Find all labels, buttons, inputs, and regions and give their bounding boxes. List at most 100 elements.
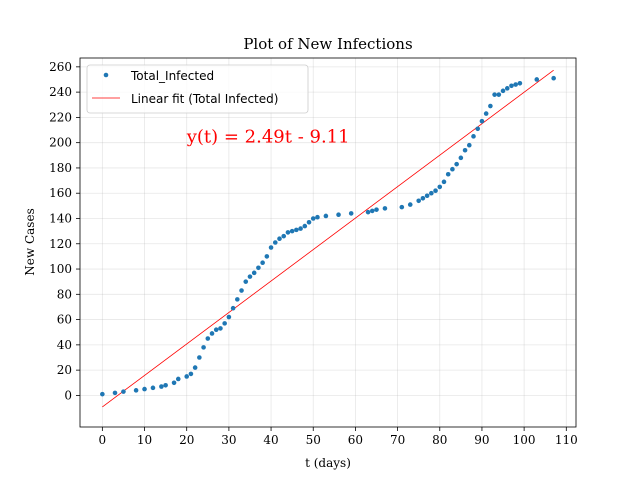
fit-equation-annotation: y(t) = 2.49t - 9.11 xyxy=(186,127,350,148)
data-point xyxy=(201,345,206,350)
data-point xyxy=(188,371,194,377)
data-point xyxy=(492,92,497,97)
data-point xyxy=(285,230,291,235)
data-point xyxy=(218,326,223,331)
y-tick-label: 160 xyxy=(49,186,72,200)
legend-marker-scatter xyxy=(103,72,109,78)
data-point xyxy=(369,208,375,214)
data-point xyxy=(175,376,181,382)
data-point xyxy=(454,161,459,167)
data-point xyxy=(192,365,198,370)
data-point xyxy=(424,193,430,199)
y-tick-label: 60 xyxy=(57,313,72,327)
data-point xyxy=(420,195,426,201)
y-tick-label: 180 xyxy=(49,161,72,175)
data-point xyxy=(239,288,244,293)
data-point xyxy=(429,190,434,196)
scatter-points-layer xyxy=(100,75,556,397)
data-point xyxy=(445,171,451,177)
data-point xyxy=(496,92,502,97)
grid-lines xyxy=(80,58,576,427)
x-tick-label: 110 xyxy=(555,433,578,447)
data-point xyxy=(142,386,147,392)
data-point xyxy=(466,142,472,148)
data-point xyxy=(281,233,287,239)
y-axis-label: New Cases xyxy=(23,208,37,275)
data-point xyxy=(230,305,236,311)
x-tick-label: 10 xyxy=(137,433,152,447)
data-point xyxy=(243,279,249,284)
x-tick-label: 20 xyxy=(179,433,194,447)
data-point xyxy=(112,390,118,396)
data-point xyxy=(479,118,485,124)
x-tick-label: 50 xyxy=(306,433,321,447)
data-point xyxy=(471,134,476,139)
legend-label-scatter: Total_Infected xyxy=(130,69,214,83)
data-point xyxy=(437,184,443,190)
x-tick-label: 100 xyxy=(513,433,536,447)
linear-fit-layer xyxy=(102,69,554,408)
legend: Total_Infected Linear fit (Total Infecte… xyxy=(86,64,309,114)
data-point xyxy=(163,382,168,388)
data-point xyxy=(171,380,177,386)
y-tick-label: 80 xyxy=(57,287,72,301)
data-point xyxy=(226,314,232,320)
linear-fit-line xyxy=(102,69,554,408)
x-tick-label: 80 xyxy=(432,433,447,447)
data-point xyxy=(551,75,556,81)
data-point xyxy=(382,206,388,211)
data-point xyxy=(213,327,219,332)
data-point xyxy=(222,321,227,326)
data-point xyxy=(235,297,240,302)
data-point xyxy=(302,223,308,229)
x-tick-label: 90 xyxy=(474,433,489,447)
data-point xyxy=(159,384,164,389)
x-axis-label: t (days) xyxy=(305,456,351,470)
x-tick-label: 70 xyxy=(390,433,405,447)
data-point xyxy=(277,236,282,242)
data-point xyxy=(462,147,468,153)
data-point xyxy=(517,80,523,86)
data-point xyxy=(260,260,265,266)
data-point xyxy=(150,385,156,391)
data-point xyxy=(264,254,270,259)
y-tick-label: 40 xyxy=(57,338,72,352)
data-point xyxy=(184,374,190,379)
y-axis-ticks: 0 20 40 60 80 100 120 140 160 180 200 220 240 260 xyxy=(49,60,80,402)
y-tick-label: 220 xyxy=(49,110,72,124)
y-tick-label: 20 xyxy=(57,363,72,377)
data-point xyxy=(534,77,540,82)
y-tick-label: 120 xyxy=(49,237,72,251)
data-point xyxy=(450,166,455,172)
data-point xyxy=(133,388,139,393)
data-point xyxy=(298,226,303,231)
data-point xyxy=(205,336,211,341)
data-point xyxy=(121,389,126,394)
data-point xyxy=(416,198,421,204)
data-point xyxy=(399,204,405,210)
data-point xyxy=(433,188,438,193)
data-point xyxy=(247,274,253,279)
legend-label-fit: Linear fit (Total Infected) xyxy=(131,92,278,106)
x-tick-label: 30 xyxy=(221,433,236,447)
data-point xyxy=(323,213,329,219)
data-point xyxy=(513,82,518,87)
data-point xyxy=(504,86,510,91)
data-point xyxy=(407,202,413,207)
y-tick-label: 260 xyxy=(49,60,72,74)
x-axis-ticks: 0 10 20 30 40 50 60 70 80 90 100 110 xyxy=(99,427,578,447)
data-point xyxy=(197,355,202,360)
chart-title: Plot of New Infections xyxy=(243,35,412,53)
data-point xyxy=(374,207,379,212)
data-point xyxy=(272,240,278,245)
data-point xyxy=(475,126,481,132)
data-point xyxy=(315,214,320,220)
data-point xyxy=(289,228,295,234)
data-point xyxy=(458,155,464,161)
y-tick-label: 140 xyxy=(49,211,72,225)
y-tick-label: 200 xyxy=(49,136,72,150)
plot-frame xyxy=(79,57,577,428)
data-point xyxy=(365,209,371,215)
data-point xyxy=(306,219,312,225)
